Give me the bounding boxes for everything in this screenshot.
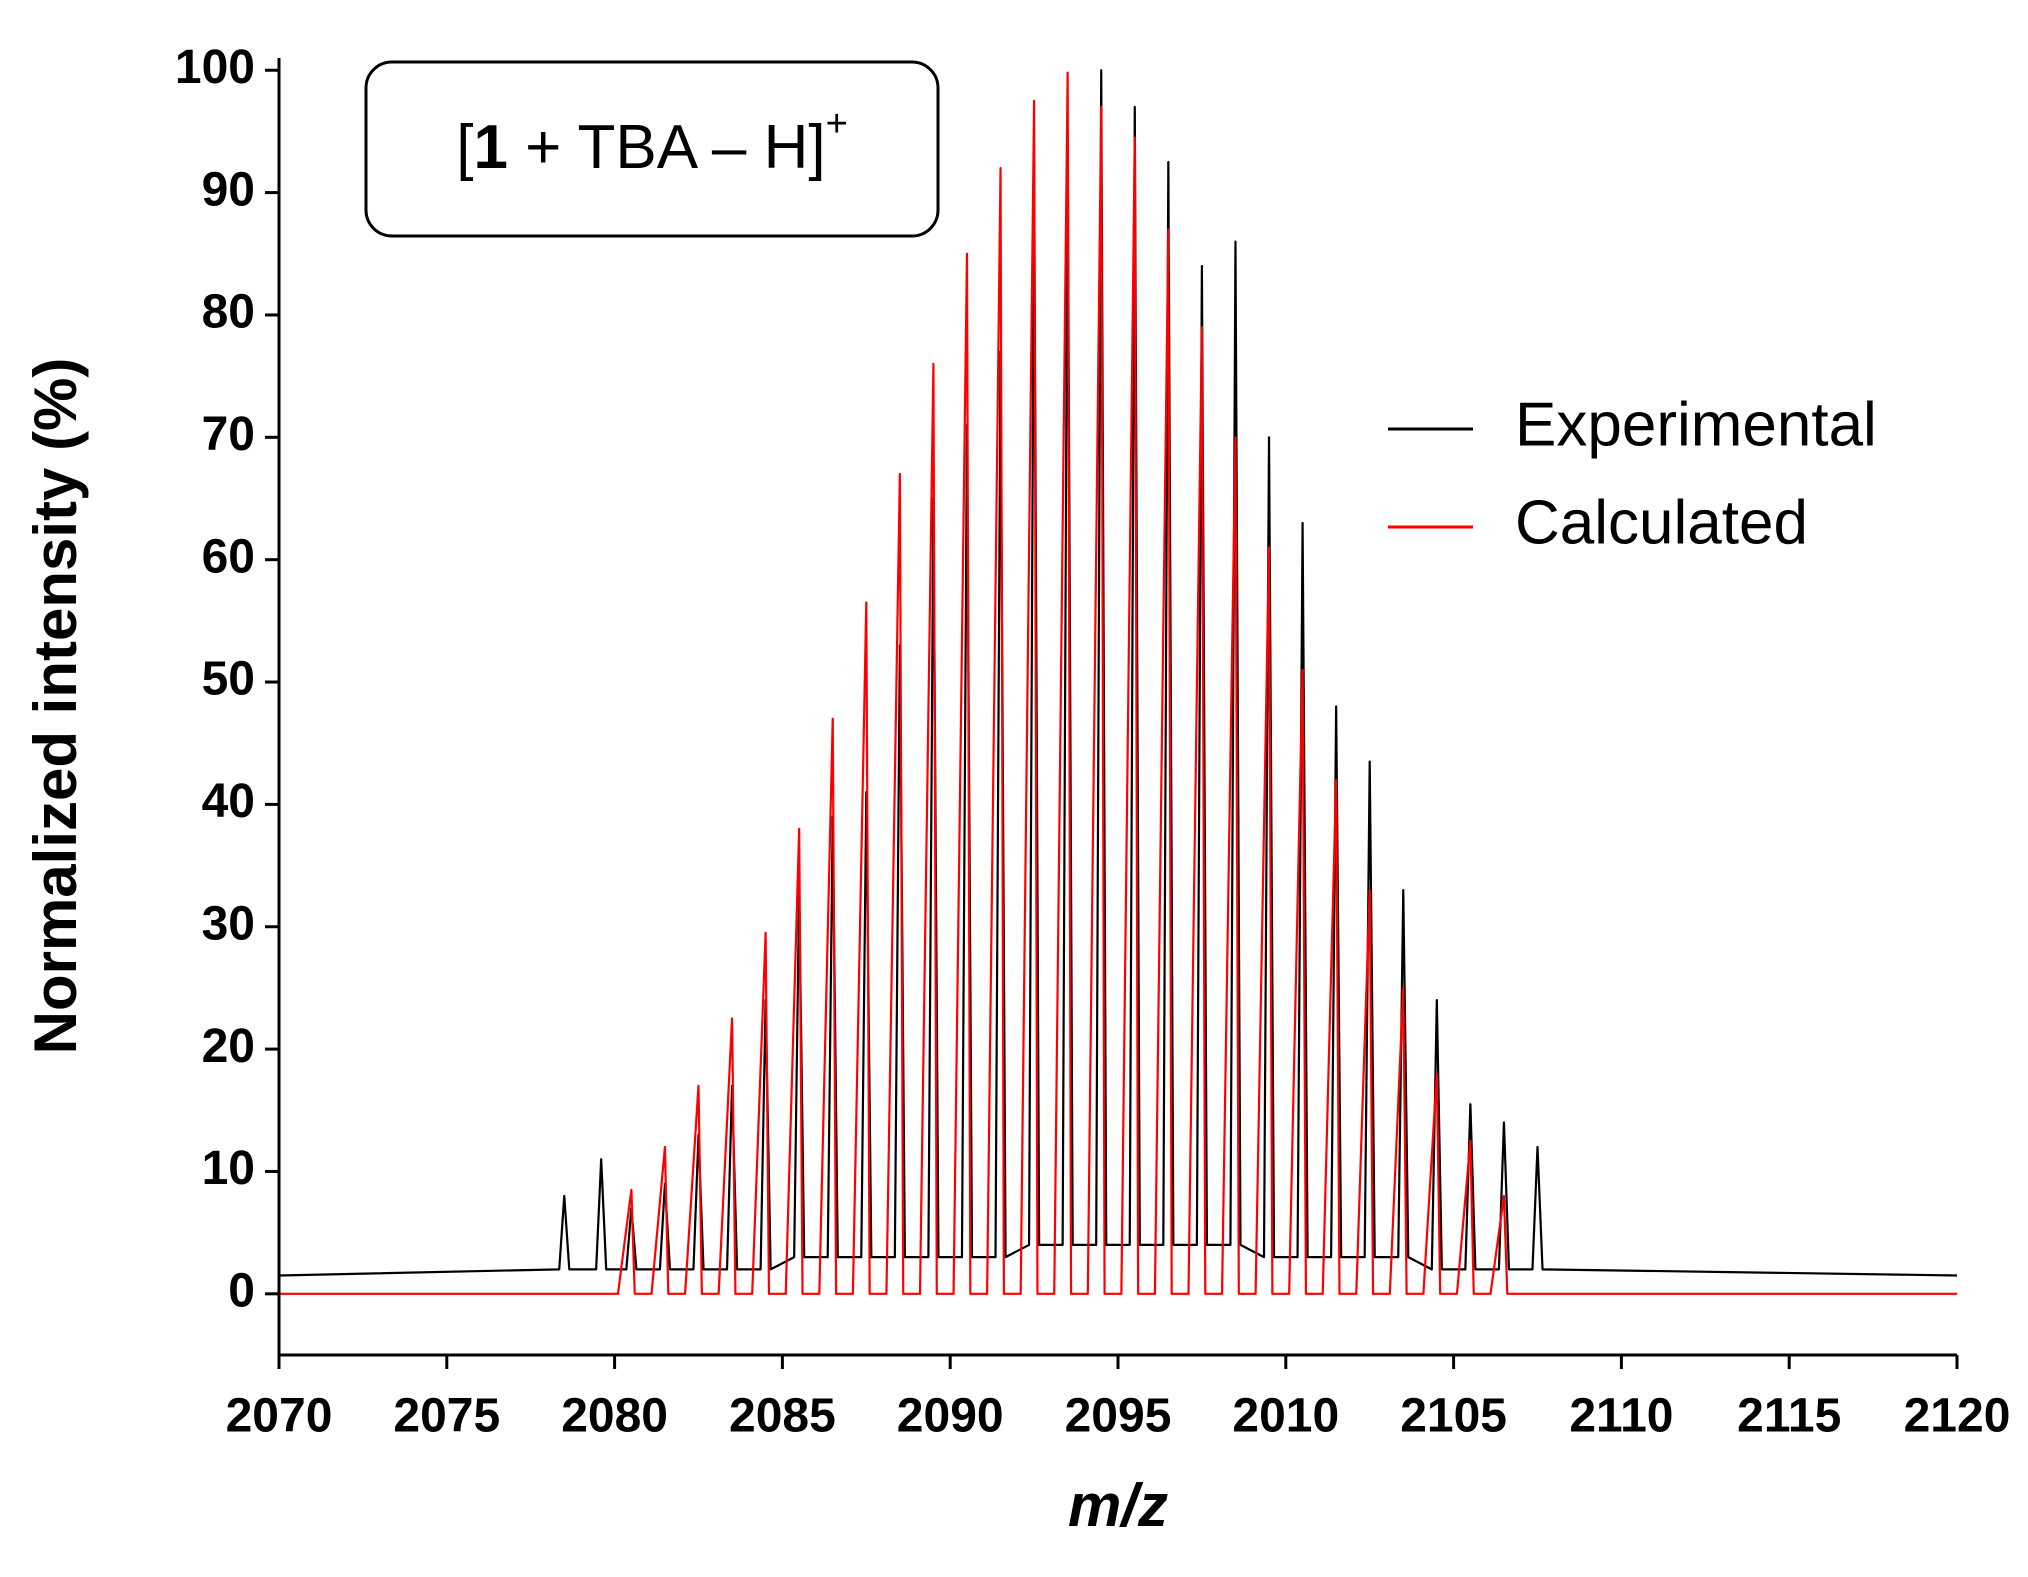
series-line [279,71,1957,1295]
annotation-part: [ [456,113,473,182]
x-tick-label: 2090 [897,1390,1004,1443]
annotation-box [364,60,940,238]
y-tick-label: 80 [202,286,255,339]
annotation-part: 1 [473,113,507,182]
y-tick-label: 10 [202,1142,255,1195]
annotation: [1 + TBA – H]+ [456,103,848,182]
x-tick-label: 2070 [226,1390,333,1443]
x-tick-label: 2085 [729,1390,836,1443]
y-axis-label: Normalized intensity (%) [22,358,89,1055]
y-tick-label: 60 [202,530,255,583]
annotation-part: + [826,103,848,145]
x-tick-label: 2075 [393,1390,500,1443]
x-axis-label: m/z [1068,1472,1168,1539]
y-tick-label: 90 [202,163,255,216]
y-tick-label: 30 [202,897,255,950]
legend-label: Experimental [1515,390,1877,459]
series-line [278,69,1958,1277]
y-tick-label: 100 [175,41,255,94]
y-tick-label: 50 [202,653,255,706]
x-tick-label: 2115 [1737,1390,1841,1443]
legend-label: Calculated [1515,488,1808,557]
y-tick-label: 40 [202,775,255,828]
x-tick-label: 2095 [1065,1390,1172,1443]
annotation-part: + TBA – H] [508,113,826,182]
y-tick-label: 0 [228,1264,255,1317]
x-tick-label: 2120 [1904,1390,2011,1443]
x-tick-label: 2010 [1232,1390,1339,1443]
y-tick-label: 70 [202,408,255,461]
x-tick-label: 2080 [561,1390,668,1443]
x-tick-label: 2105 [1400,1390,1507,1443]
y-tick-label: 20 [202,1020,255,1073]
x-tick-label: 2110 [1569,1390,1673,1443]
